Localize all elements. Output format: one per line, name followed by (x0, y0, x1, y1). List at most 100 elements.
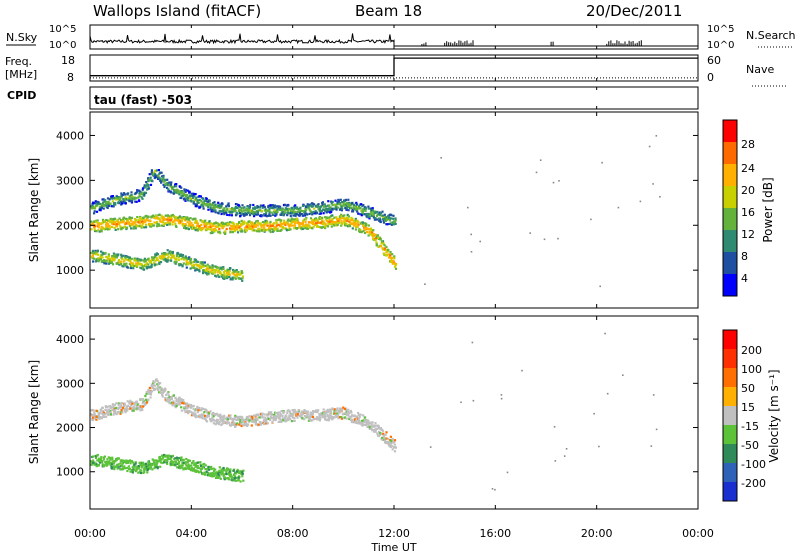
velocity-cell (90, 460, 93, 463)
power-cell (139, 219, 142, 222)
velocity-cell (324, 415, 327, 418)
velocity-cell (271, 413, 274, 416)
velocity-cell (262, 416, 265, 419)
power-cell (108, 224, 111, 227)
power-cell (202, 270, 205, 273)
power-cell (365, 231, 368, 234)
power-cell (359, 222, 362, 225)
velocity-cell (142, 461, 145, 464)
power-cell (162, 254, 165, 257)
velocity-cell (273, 417, 276, 420)
velocity-cell (292, 413, 295, 416)
velocity-cell (108, 462, 111, 465)
power-cell (241, 271, 244, 274)
velocity-cell (240, 422, 243, 425)
power-cell (263, 213, 266, 216)
velocity-cell (259, 422, 262, 425)
velocity-cell (236, 415, 239, 418)
power-cell (174, 262, 177, 265)
power-cell (337, 198, 340, 201)
velocity-cell (198, 471, 201, 474)
velocity-cell (112, 408, 115, 411)
velocity-cell (218, 423, 221, 426)
power-cell (248, 220, 251, 223)
power-cell (194, 269, 197, 272)
velocity-cell (300, 413, 303, 416)
power-cell (286, 210, 290, 213)
power-cell (141, 225, 144, 228)
power-cell (200, 200, 203, 203)
power-cell (174, 188, 177, 192)
power-cell (157, 217, 161, 220)
power-cell (181, 264, 184, 267)
velocity-cell (316, 411, 319, 414)
power-cell (163, 178, 167, 181)
power-cell (289, 214, 292, 218)
power-cell (347, 215, 350, 218)
power-cell (224, 230, 227, 233)
power-cell (150, 263, 153, 266)
power-cell (241, 207, 244, 210)
vel-cbar-tick-m15: -15 (741, 420, 759, 433)
velocity-cell (220, 418, 223, 421)
velocity-cell (233, 423, 236, 426)
power-cell (90, 207, 94, 210)
power-cell (313, 222, 316, 226)
velocity-cell (393, 439, 397, 442)
velocity-cell (143, 470, 146, 474)
velocity-cell (159, 391, 162, 394)
velocity-cell (107, 408, 110, 411)
power-cell (374, 233, 377, 236)
power-cell (216, 225, 219, 228)
velocity-cell (177, 398, 181, 402)
power-cell (162, 177, 165, 181)
power-cell (99, 202, 102, 206)
power-cell (328, 223, 331, 226)
power-cell (383, 213, 386, 216)
power-cell (139, 190, 142, 194)
power-cell (131, 264, 135, 267)
velocity-cell (315, 417, 318, 420)
power-cell (231, 278, 234, 281)
power-cell (164, 253, 167, 256)
velocity-cell (254, 423, 257, 426)
power-cell (181, 254, 185, 257)
velocity-cell (180, 466, 183, 469)
velocity-cell (156, 467, 159, 470)
velocity-cell (109, 458, 112, 461)
power-sparse-cell (558, 180, 560, 182)
power-cell (370, 229, 373, 232)
velocity-cell (106, 406, 109, 409)
power-cell (372, 216, 375, 219)
velocity-cell (165, 393, 168, 397)
velocity-cell (235, 479, 238, 482)
velocity-cell (363, 418, 367, 421)
velocity-cell (268, 411, 271, 414)
velocity-cell (232, 469, 235, 472)
power-cell (195, 219, 198, 223)
power-cell (205, 223, 208, 226)
velocity-cell (227, 477, 230, 480)
power-cell (160, 220, 163, 224)
velocity-cell (171, 454, 174, 457)
velocity-cell (97, 457, 101, 460)
power-cell (317, 203, 320, 206)
power-cell (350, 222, 353, 225)
power-cell (387, 248, 390, 252)
power-cell (299, 222, 303, 226)
velocity-cell (202, 463, 205, 466)
velocity-cell (127, 468, 130, 471)
velocity-cell (326, 410, 329, 414)
power-cell (323, 203, 326, 206)
power-cell (175, 216, 178, 219)
velocity-cell (210, 419, 213, 422)
velocity-cell (200, 464, 203, 468)
power-cell (147, 222, 151, 225)
power-cell (387, 216, 391, 220)
velocity-cell (130, 469, 133, 472)
velocity-cell (343, 407, 346, 411)
velocity-cell (250, 415, 254, 418)
power-cell (105, 225, 108, 228)
velocity-cell (246, 419, 249, 422)
